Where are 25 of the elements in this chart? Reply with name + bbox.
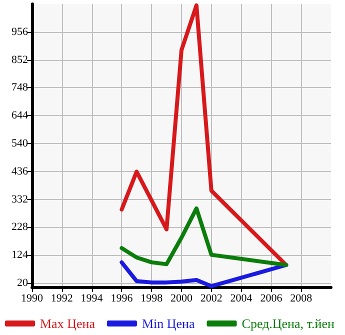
y-tick-label: 956 (12, 26, 28, 38)
x-tick-label: 2008 (290, 292, 313, 304)
x-tick-label: 1998 (140, 292, 164, 304)
x-tick-label: 2004 (230, 292, 253, 304)
x-tick-label: 1996 (110, 292, 134, 304)
x-tick-label: 2006 (260, 292, 283, 304)
x-tick-label: 1990 (21, 292, 44, 304)
y-tick-label: 748 (12, 82, 28, 94)
x-tick-label: 2002 (200, 292, 222, 304)
y-tick-label: 852 (12, 54, 28, 66)
legend-label: Сред.Цена, т.йен (242, 316, 334, 331)
y-tick-label: 228 (12, 221, 28, 234)
y-tick-label: 436 (12, 165, 28, 178)
y-tick-label: 124 (12, 249, 28, 262)
legend-label: Max Цена (40, 316, 96, 331)
y-tick-label: 332 (12, 193, 28, 206)
x-tick-label: 1994 (80, 292, 104, 304)
y-tick-label: 644 (12, 110, 28, 122)
line-series (120, 206, 288, 268)
legend-label: Min Цена (142, 316, 195, 331)
x-tick-label: 2000 (170, 292, 193, 304)
y-tick-label: 20 (17, 276, 28, 289)
y-tick-label: 540 (12, 137, 28, 150)
x-tick-label: 1992 (50, 292, 73, 304)
line-series (120, 260, 288, 288)
